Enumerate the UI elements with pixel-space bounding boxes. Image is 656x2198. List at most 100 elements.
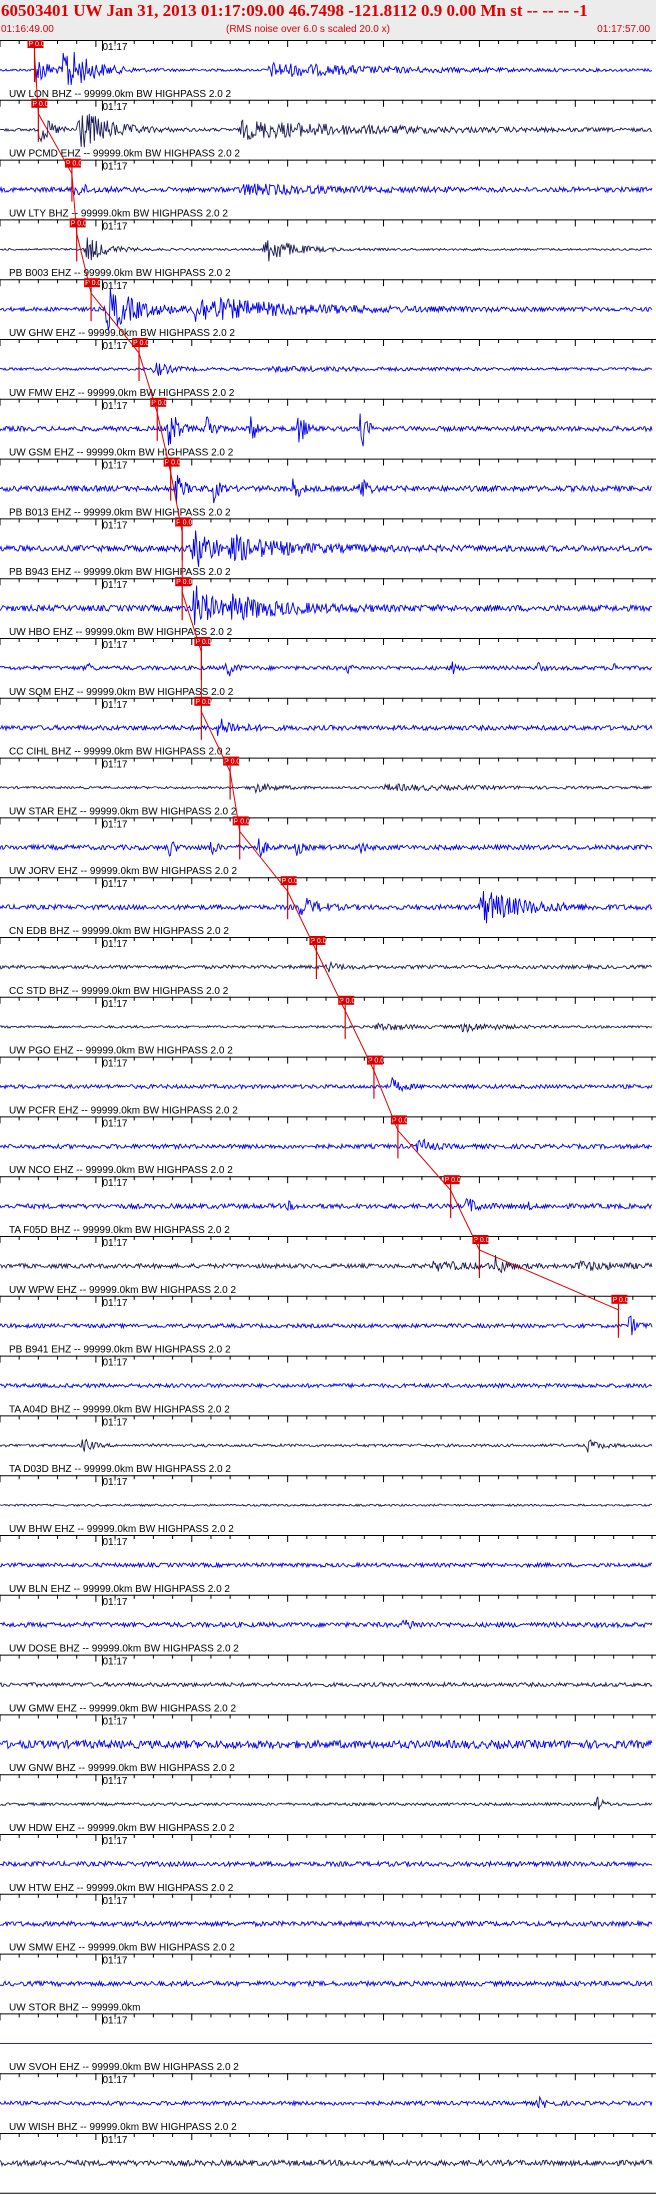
pick-box xyxy=(64,158,81,168)
station-label: TA A04D BHZ -- 99999.0km BW HIGHPASS 2.0… xyxy=(9,1404,230,1415)
time-mark-label: 01:17 xyxy=(102,1417,127,1428)
pick-label: P 0.0 xyxy=(445,1177,461,1184)
pick-box xyxy=(390,1115,407,1125)
waveform xyxy=(0,1859,653,1868)
station-label: CN EDB BHZ -- 99999.0km BW HIGHPASS 2.0 … xyxy=(9,926,229,937)
station-label: UW LON BHZ -- 99999.0km BW HIGHPASS 2.0 … xyxy=(9,89,232,100)
waveform xyxy=(0,530,653,567)
station-label: UW BHW EHZ -- 99999.0km BW HIGHPASS 2.0 … xyxy=(9,1524,234,1535)
time-mark-label: 01:17 xyxy=(102,1537,127,1548)
pick-box xyxy=(472,1235,489,1244)
station-label: PB B003 EHZ -- 99999.0km BW HIGHPASS 2.0… xyxy=(9,268,231,279)
station-label: UW GMW EHZ -- 99999.0km BW HIGHPASS 2.0 … xyxy=(9,1703,237,1714)
trace-35: UW WISH BHZ -- 99999.0km BW HIGHPASS 2.0… xyxy=(0,2122,656,2168)
pick-label: P 0.0 xyxy=(133,340,149,347)
station-label: UW WISH BHZ -- 99999.0km BW HIGHPASS 2.0… xyxy=(9,2122,237,2133)
trace-33: UW STOR BHZ -- 99999.0km 01:17 xyxy=(0,2002,656,2044)
waveform xyxy=(0,237,653,262)
waveform xyxy=(0,960,653,973)
trace-34: UW SVOH EHZ -- 99999.0km BW HIGHPASS 2.0… xyxy=(0,2062,656,2109)
waveform xyxy=(0,1503,653,1508)
waveform xyxy=(0,2095,653,2109)
station-label: UW PGO EHZ -- 99999.0km BW HIGHPASS 2.0 … xyxy=(9,1046,233,1057)
trace-11: UW SQM EHZ -- 99999.0km BW HIGHPASS 2.0 … xyxy=(0,687,656,740)
p-pick-marker: P 0.0 xyxy=(175,517,193,561)
pick-label: P 0.0 xyxy=(195,639,211,646)
time-mark-label: 01:17 xyxy=(102,1776,127,1787)
station-label: PB B943 EHZ -- 99999.0km BW HIGHPASS 2.0… xyxy=(9,567,231,578)
pick-box xyxy=(443,1175,460,1185)
seismogram-plot: UW LO2 BHZ -- 99999.0km BW HIGHPASS 2.0 … xyxy=(0,40,656,2194)
waveform xyxy=(0,475,653,504)
station-label: UW GNW BHZ -- 99999.0km BW HIGHPASS 2.0 … xyxy=(9,1763,235,1774)
time-mark-label: 01:17 xyxy=(102,1956,127,1967)
pick-box xyxy=(232,816,249,826)
station-label: UW DOSE BHZ -- 99999.0km BW HIGHPASS 2.0… xyxy=(9,1644,239,1655)
pick-label: P 0.0 xyxy=(176,519,192,526)
trace-23: TA A04D BHZ -- 99999.0km BW HIGHPASS 2.0… xyxy=(0,1404,656,1453)
trace-6: UW FMW EHZ -- 99999.0km BW HIGHPASS 2.0 … xyxy=(0,388,656,447)
time-mark-label: 01:17 xyxy=(102,1896,127,1907)
station-label: CC STD BHZ -- 99999.0km BW HIGHPASS 2.0 … xyxy=(9,986,229,997)
waveform xyxy=(0,1138,653,1152)
station-label: PB B941 EHZ -- 99999.0km BW HIGHPASS 2.0… xyxy=(9,1345,231,1356)
trace-8: PB B013 EHZ -- 99999.0km BW HIGHPASS 2.0… xyxy=(0,507,656,567)
station-label: UW NCO EHZ -- 99999.0km BW HIGHPASS 2.0 … xyxy=(9,1165,233,1176)
trace-10: UW HBO EHZ -- 99999.0km BW HIGHPASS 2.0 … xyxy=(0,627,656,680)
pick-label: P 0.0 xyxy=(282,878,298,885)
waveform xyxy=(0,413,653,447)
pick-label: P 0.0 xyxy=(392,1117,408,1124)
time-mark-label: 01:17 xyxy=(102,1597,127,1608)
waveform xyxy=(0,718,653,737)
moveout-line xyxy=(34,53,619,1311)
station-label: CC CIHL BHZ -- 99999.0km BW HIGHPASS 2.0… xyxy=(9,747,231,758)
waveform xyxy=(0,1198,653,1212)
trace-16: CC STD BHZ -- 99999.0km BW HIGHPASS 2.0 … xyxy=(0,986,656,1039)
station-label: UW HDW EHZ -- 99999.0km BW HIGHPASS 2.0 … xyxy=(9,1823,235,1834)
trace-24: TA D03D BHZ -- 99999.0km BW HIGHPASS 2.0… xyxy=(0,1464,656,1508)
station-label: TA F05D BHZ -- 99999.0km BW HIGHPASS 2.0… xyxy=(9,1225,230,1236)
station-label: TA D03D BHZ -- 99999.0km BW HIGHPASS 2.0… xyxy=(9,1464,231,1475)
trace-12: CC CIHL BHZ -- 99999.0km BW HIGHPASS 2.0… xyxy=(0,747,656,800)
pick-box xyxy=(223,756,240,766)
time-mark-label: 01:17 xyxy=(102,221,127,232)
station-label: UW GHW EHZ -- 99999.0km BW HIGHPASS 2.0 … xyxy=(9,328,235,339)
pick-box xyxy=(309,936,326,945)
pick-box xyxy=(163,457,180,467)
station-label: UW PCFR EHZ -- 99999.0km BW HIGHPASS 2.0… xyxy=(9,1105,238,1116)
time-mark-label: 01:17 xyxy=(102,640,127,651)
time-mark-label: 01:17 xyxy=(102,760,127,771)
time-mark-label: 01:17 xyxy=(102,2075,127,2086)
waveform xyxy=(0,1919,653,1928)
pick-box xyxy=(194,696,211,706)
waveform xyxy=(0,838,653,858)
pick-box xyxy=(150,397,167,407)
trace-19: UW NCO EHZ -- 99999.0km BW HIGHPASS 2.0 … xyxy=(0,1165,656,1219)
waveform xyxy=(0,1315,653,1336)
time-mark-label: 01:17 xyxy=(102,1118,127,1129)
waveform xyxy=(0,51,652,85)
end-time: 01:17:57.00 xyxy=(597,24,650,35)
time-mark-label: 01:17 xyxy=(102,939,127,950)
p-pick-marker: P 0.0 xyxy=(194,696,212,740)
time-mark-label: 01:17 xyxy=(102,1358,127,1369)
trace-2: UW PCMD EHZ -- 99999.0km BW HIGHPASS 2.0… xyxy=(0,149,656,202)
station-label: UW WPW EHZ -- 99999.0km BW HIGHPASS 2.0 … xyxy=(9,1285,237,1296)
trace-18: UW PCFR EHZ -- 99999.0km BW HIGHPASS 2.0… xyxy=(0,1105,656,1159)
pick-box xyxy=(69,218,86,228)
station-label: UW HTW EHZ -- 99999.0km BW HIGHPASS 2.0 … xyxy=(9,1883,234,1894)
station-label: UW STOR BHZ -- 99999.0km xyxy=(9,2002,141,2013)
p-pick-marker: P 0.0 xyxy=(27,40,45,82)
time-mark-label: 01:17 xyxy=(102,1657,127,1668)
time-mark-label: 01:17 xyxy=(102,2135,127,2146)
trace-3: UW LTY BHZ -- 99999.0km BW HIGHPASS 2.0 … xyxy=(0,208,656,262)
time-mark-label: 01:17 xyxy=(102,700,127,711)
trace-31: UW HTW EHZ -- 99999.0km BW HIGHPASS 2.0 … xyxy=(0,1883,656,1928)
waveform xyxy=(0,1255,653,1274)
waveform xyxy=(0,1796,653,1810)
time-mark-label: 01:17 xyxy=(102,1298,127,1309)
pick-box xyxy=(194,637,211,646)
event-title: 60503401 UW Jan 31, 2013 01:17:09.00 46.… xyxy=(1,1,588,20)
station-label: UW SQM EHZ -- 99999.0km BW HIGHPASS 2.0 … xyxy=(9,687,234,698)
time-mark-label: 01:17 xyxy=(102,1178,127,1189)
